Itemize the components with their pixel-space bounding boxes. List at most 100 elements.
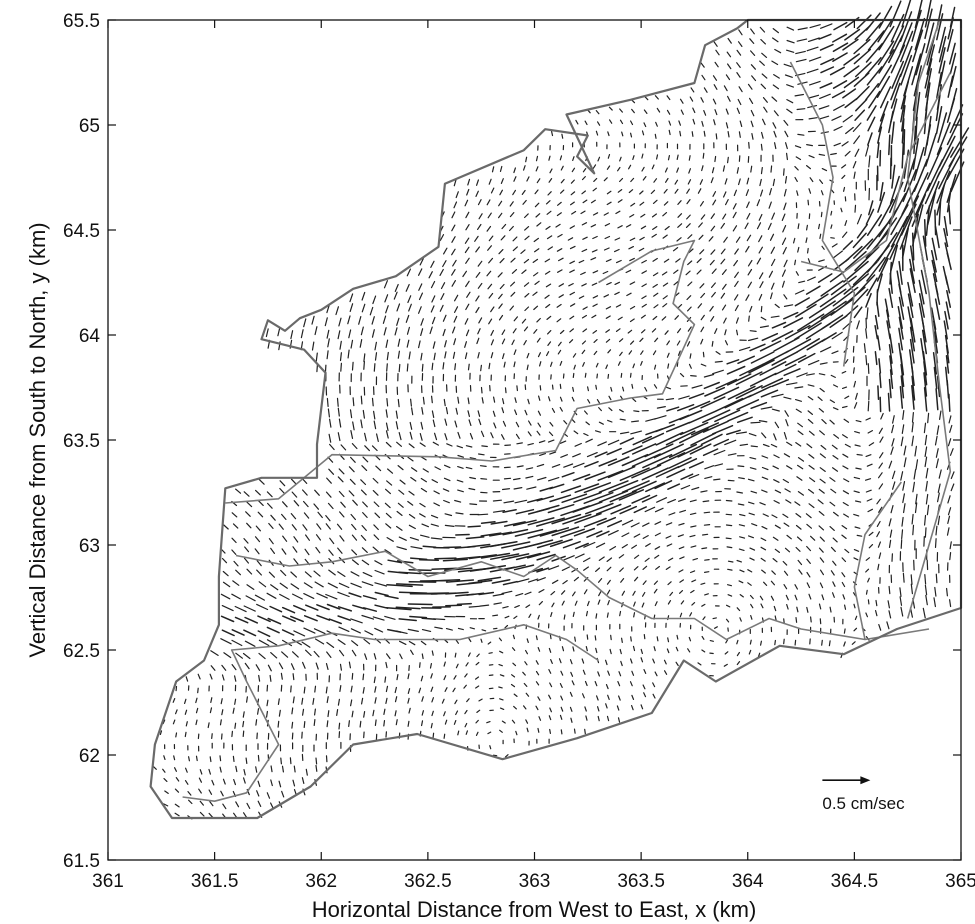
velocity-vector <box>556 201 562 206</box>
velocity-vector <box>853 557 859 561</box>
velocity-vector <box>537 422 542 428</box>
velocity-vector <box>385 488 391 495</box>
velocity-vector <box>395 606 421 610</box>
velocity-vector <box>654 480 673 490</box>
velocity-vector <box>556 303 562 308</box>
velocity-vector <box>606 715 610 722</box>
velocity-vector <box>878 5 893 29</box>
velocity-vector <box>569 291 576 296</box>
velocity-vector <box>773 130 777 138</box>
velocity-vector <box>697 303 703 309</box>
velocity-vector <box>851 641 856 645</box>
velocity-vector <box>943 227 949 248</box>
velocity-vector <box>526 364 529 371</box>
velocity-vector <box>772 122 777 129</box>
velocity-vector <box>618 409 624 413</box>
velocity-vector <box>453 315 458 323</box>
velocity-vector <box>267 617 282 625</box>
velocity-vector <box>855 98 868 112</box>
velocity-vector <box>395 630 408 635</box>
velocity-vector <box>771 330 794 343</box>
velocity-vector <box>763 106 768 113</box>
velocity-vector <box>844 245 863 262</box>
velocity-vector <box>315 662 319 670</box>
velocity-vector <box>451 248 456 256</box>
velocity-vector <box>583 410 588 415</box>
velocity-vector <box>912 172 929 205</box>
velocity-vector <box>710 177 714 184</box>
velocity-vector <box>384 294 389 303</box>
velocity-vector <box>654 95 659 100</box>
velocity-vector <box>326 477 332 484</box>
velocity-vector <box>522 705 527 710</box>
velocity-vector <box>516 465 524 468</box>
velocity-vector <box>727 131 730 138</box>
velocity-vector <box>325 514 331 522</box>
velocity-vector <box>373 534 380 541</box>
velocity-vector <box>409 431 413 440</box>
velocity-vector <box>326 603 341 610</box>
velocity-vector <box>492 754 498 757</box>
velocity-vector <box>430 537 443 540</box>
velocity-vector <box>266 639 278 646</box>
velocity-vector <box>351 710 354 718</box>
velocity-vector <box>663 659 667 665</box>
velocity-vector <box>326 720 329 728</box>
velocity-vector <box>782 478 790 484</box>
velocity-vector <box>818 153 826 156</box>
velocity-vector <box>807 396 814 401</box>
velocity-vector <box>691 601 696 606</box>
velocity-vector <box>407 456 414 462</box>
velocity-vector <box>419 433 423 441</box>
velocity-vector <box>629 281 636 285</box>
velocity-vector <box>844 395 850 399</box>
velocity-vector <box>903 457 907 468</box>
velocity-vector <box>571 210 577 215</box>
velocity-vector <box>557 341 562 347</box>
velocity-vector <box>878 483 884 490</box>
velocity-vector <box>621 131 624 137</box>
velocity-vector <box>431 316 436 325</box>
velocity-vector <box>865 489 872 493</box>
velocity-vector <box>429 662 432 669</box>
velocity-vector <box>618 671 622 677</box>
velocity-vector <box>364 653 368 660</box>
velocity-vector <box>605 258 612 262</box>
velocity-vector <box>455 407 458 415</box>
velocity-vector <box>327 582 338 589</box>
velocity-vector <box>580 210 586 215</box>
velocity-vector <box>291 491 298 498</box>
velocity-vector <box>513 316 519 322</box>
velocity-vector <box>468 487 476 491</box>
velocity-vector <box>153 766 157 770</box>
velocity-vector <box>301 697 304 705</box>
velocity-vector <box>821 639 823 646</box>
velocity-vector <box>935 388 939 411</box>
velocity-vector <box>807 418 814 424</box>
velocity-vector <box>701 547 708 550</box>
velocity-vector <box>385 685 389 693</box>
velocity-vector <box>569 303 576 307</box>
velocity-vector <box>868 155 871 168</box>
velocity-vector <box>560 695 564 701</box>
velocity-vector <box>759 281 764 289</box>
velocity-vector <box>292 779 296 787</box>
velocity-vector <box>290 615 304 623</box>
y-tick-label: 61.5 <box>63 851 100 872</box>
velocity-vector <box>421 710 424 716</box>
velocity-vector <box>725 537 732 540</box>
velocity-vector <box>527 443 534 446</box>
velocity-vector <box>514 409 518 416</box>
velocity-vector <box>195 755 198 762</box>
velocity-vector <box>932 273 939 296</box>
velocity-vector <box>698 234 704 240</box>
velocity-vector <box>797 223 800 230</box>
velocity-vector <box>819 478 826 484</box>
velocity-vector <box>594 451 608 458</box>
velocity-vector <box>796 108 806 111</box>
velocity-vector <box>703 511 711 514</box>
velocity-vector <box>786 603 789 610</box>
velocity-vector <box>490 432 494 439</box>
velocity-vector <box>654 546 661 550</box>
velocity-vector <box>348 329 352 339</box>
